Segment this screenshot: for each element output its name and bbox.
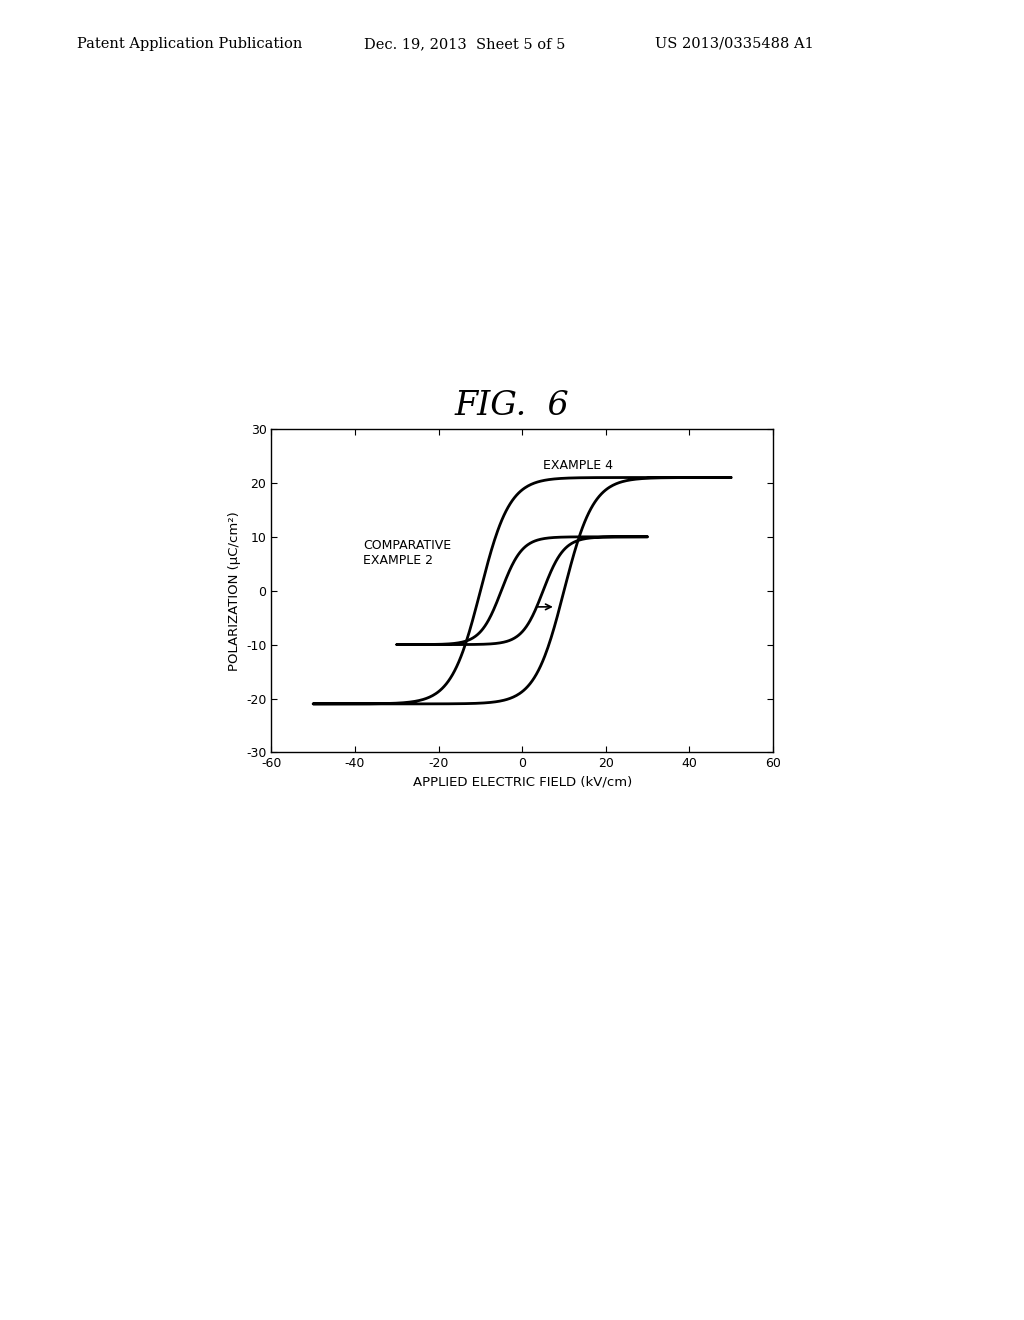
X-axis label: APPLIED ELECTRIC FIELD (kV/cm): APPLIED ELECTRIC FIELD (kV/cm)	[413, 776, 632, 789]
Y-axis label: POLARIZATION (μC/cm²): POLARIZATION (μC/cm²)	[227, 511, 241, 671]
Text: EXAMPLE 4: EXAMPLE 4	[543, 459, 613, 473]
Text: FIG.  6: FIG. 6	[455, 391, 569, 422]
Text: US 2013/0335488 A1: US 2013/0335488 A1	[655, 37, 814, 51]
Text: COMPARATIVE
EXAMPLE 2: COMPARATIVE EXAMPLE 2	[364, 539, 452, 568]
Text: Dec. 19, 2013  Sheet 5 of 5: Dec. 19, 2013 Sheet 5 of 5	[364, 37, 565, 51]
Text: Patent Application Publication: Patent Application Publication	[77, 37, 302, 51]
